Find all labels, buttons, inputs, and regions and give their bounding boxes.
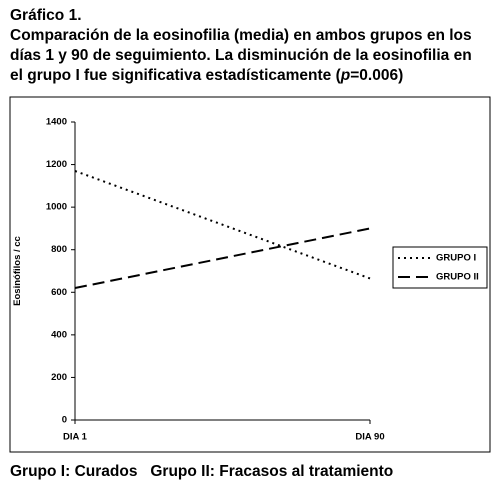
- y-tick-label: 200: [51, 372, 67, 383]
- legend-box: [392, 246, 488, 289]
- y-tick-label: 800: [51, 244, 67, 255]
- legend-label: GRUPO I: [436, 253, 476, 264]
- title-end: =0.006): [350, 67, 403, 84]
- title-line: días 1 y 90 de seguimiento. La disminuci…: [10, 47, 472, 64]
- footer: Grupo I: Curados Grupo II: Fracasos al t…: [10, 463, 393, 480]
- y-tick-label: 0: [62, 415, 67, 426]
- title-line: el grupo I fue significativa estadística…: [10, 67, 342, 84]
- frame: [9, 96, 491, 453]
- y-tick-label: 600: [51, 287, 67, 298]
- series-line: [74, 170, 371, 280]
- x-tick-label: DIA 90: [355, 432, 384, 443]
- y-tick-label: 1000: [46, 202, 67, 213]
- series-line: [74, 227, 371, 290]
- y-tick-label: 1200: [46, 159, 67, 170]
- x-tick-label: DIA 1: [63, 432, 88, 443]
- heading: Gráfico 1.: [10, 7, 82, 24]
- title-line: el grupo I fue significativa estadística…: [10, 67, 403, 84]
- legend-label: GRUPO II: [436, 272, 479, 283]
- y-axis-label: Eosinófilos / cc: [12, 236, 23, 306]
- title-italic: p: [340, 67, 350, 84]
- title-line: Comparación de la eosinofilia (media) en…: [10, 27, 472, 44]
- y-tick-label: 1400: [46, 117, 67, 128]
- y-tick-label: 400: [51, 329, 67, 340]
